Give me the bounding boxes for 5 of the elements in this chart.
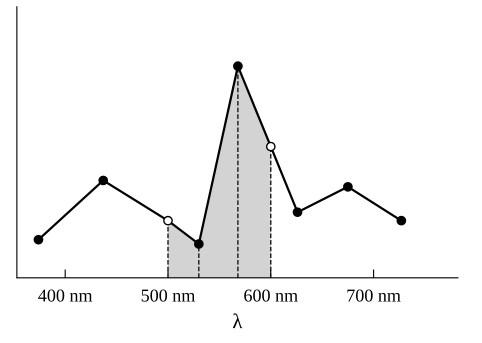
x-tick-label: 600 nm [244,289,298,302]
x-tick-label: 500 nm [142,289,196,302]
x-tick-label: 400 nm [38,289,92,302]
x-tick-label: 700 nm [347,289,401,302]
x-axis-title: λ [232,313,242,328]
